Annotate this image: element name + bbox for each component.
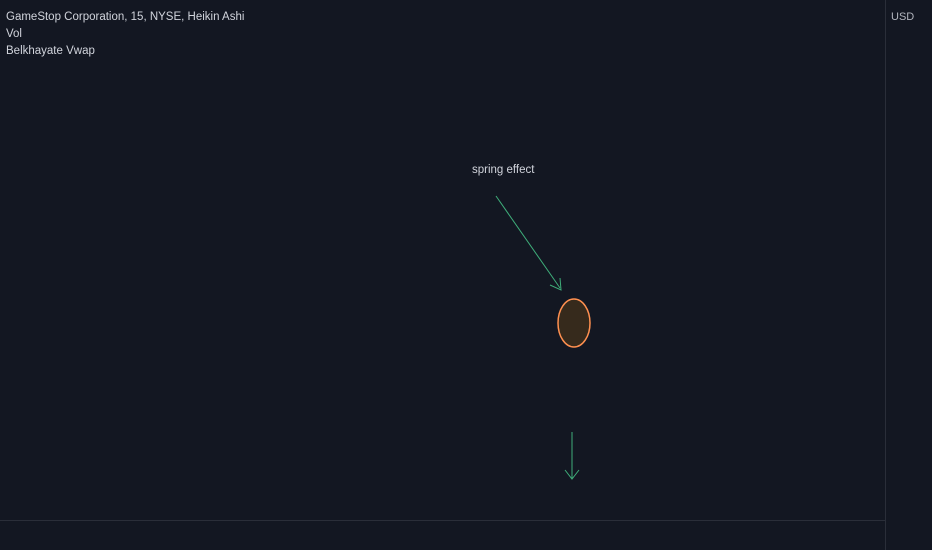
currency: USD (891, 11, 914, 23)
arrow-head (549, 277, 562, 291)
annotation: spring effect (472, 164, 535, 176)
legend-entry: Belkhayate Vwap (6, 45, 95, 57)
chart-title: GameStop Corporation, 15, NYSE, Heikin A… (6, 11, 244, 23)
highlight-circle (557, 298, 591, 348)
legend-entry: Vol (6, 28, 22, 40)
arrow (495, 195, 561, 289)
arrow-head (564, 469, 580, 480)
